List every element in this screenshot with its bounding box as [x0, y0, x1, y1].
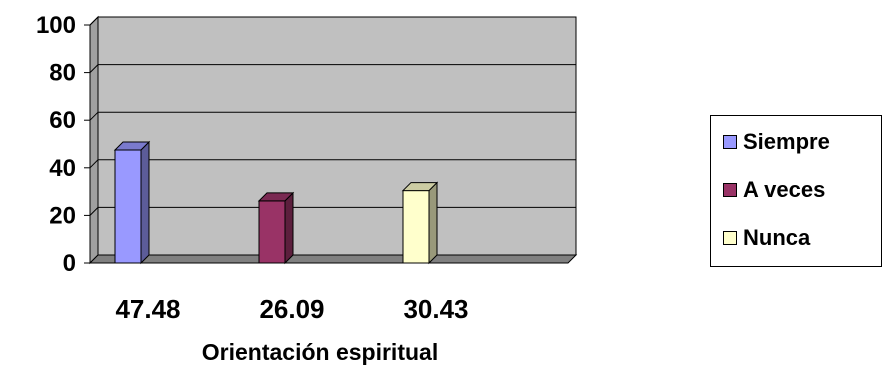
legend: Siempre A veces Nunca	[710, 115, 882, 267]
x-axis-title: Orientación espiritual	[202, 339, 438, 365]
plot-area	[88, 15, 578, 265]
bar-front-a-veces	[258, 200, 286, 264]
legend-item: A veces	[723, 176, 825, 204]
bar-top	[401, 182, 439, 192]
bar-top	[113, 141, 151, 151]
legend-swatch	[723, 135, 737, 149]
y-axis: 0 20 40 60 80 100	[36, 12, 91, 277]
legend-swatch	[723, 231, 737, 245]
legend-label: A veces	[743, 177, 826, 202]
legend-label: Nunca	[743, 225, 811, 250]
gridline	[89, 111, 576, 121]
plot-floor	[88, 254, 578, 264]
bar-top	[257, 192, 295, 202]
x-axis-tick-labels: 47.48 26.09 30.43	[115, 294, 468, 324]
y-tick-label: 100	[36, 12, 76, 39]
bar-front-nunca	[402, 190, 430, 264]
legend-swatch	[723, 183, 737, 197]
bar-front-siempre	[114, 149, 142, 264]
bar-side	[140, 140, 150, 265]
y-tick-label: 20	[49, 202, 76, 229]
x-tick-label: 26.09	[259, 294, 324, 324]
bar-side	[428, 181, 438, 265]
x-tick-label: 30.43	[403, 294, 468, 324]
legend-item: Siempre	[723, 128, 830, 156]
gridline	[89, 159, 576, 169]
y-tick-label: 80	[49, 60, 76, 87]
gridline	[89, 16, 576, 26]
bar-side	[284, 191, 294, 265]
plot-side-wall	[89, 15, 99, 265]
y-tick-label: 40	[49, 155, 76, 182]
bar-chart: 0 20 40 60 80 100 47.48 26.09 30.43 Orientación…	[36, 12, 578, 365]
y-tick-label: 60	[49, 107, 76, 134]
x-tick-label: 47.48	[115, 294, 180, 324]
legend-item: Nunca	[723, 224, 810, 252]
legend-label: Siempre	[743, 129, 830, 154]
y-tick-label: 0	[63, 250, 76, 277]
gridline	[89, 64, 576, 73]
bars	[113, 140, 439, 265]
plot-back-wall	[97, 16, 577, 256]
